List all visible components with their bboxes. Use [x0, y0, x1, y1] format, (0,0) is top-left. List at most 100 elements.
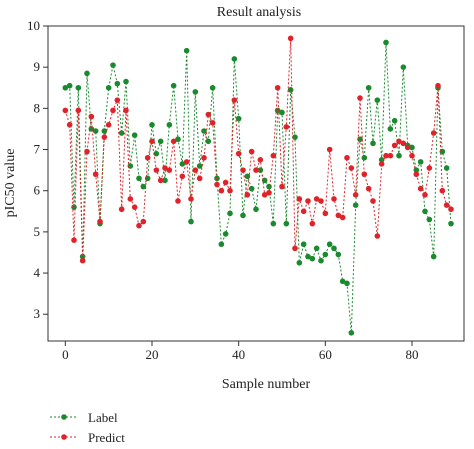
x-tick-label: 20: [146, 347, 159, 362]
data-point-predict: [352, 192, 359, 198]
data-point-predict: [430, 130, 437, 136]
data-point-label: [66, 82, 73, 89]
data-point-label: [292, 134, 298, 140]
data-point-predict: [357, 95, 363, 101]
data-point-label: [430, 253, 437, 260]
y-tick-label: 3: [34, 306, 41, 321]
data-point-label: [326, 241, 333, 248]
data-point-label: [417, 159, 424, 165]
data-point-predict: [101, 134, 108, 140]
data-point-label: [75, 84, 82, 91]
data-point-predict: [84, 148, 90, 155]
legend-label-label: Label: [88, 410, 118, 425]
data-point-label: [110, 62, 116, 68]
data-point-label: [400, 64, 407, 70]
data-point-predict: [313, 196, 320, 202]
data-point-label: [305, 253, 311, 260]
data-point-label: [318, 257, 324, 264]
data-point-predict: [222, 179, 229, 186]
data-point-predict: [183, 159, 190, 165]
data-point-predict: [201, 154, 207, 161]
data-point-label: [383, 39, 389, 46]
data-point-predict: [227, 187, 233, 194]
data-point-predict: [136, 222, 142, 229]
data-point-predict: [92, 171, 99, 178]
data-point-label: [396, 152, 402, 159]
data-point-predict: [231, 97, 238, 103]
data-point-predict: [131, 204, 138, 210]
data-point-label: [166, 122, 173, 128]
data-point-label: [409, 144, 415, 151]
data-point-label: [196, 163, 203, 169]
data-point-label: [140, 183, 147, 190]
data-point-label: [300, 241, 307, 248]
data-point-predict: [374, 233, 381, 239]
data-point-predict: [318, 198, 324, 204]
data-point-predict: [283, 124, 290, 130]
data-point-label: [313, 245, 320, 252]
data-point-predict: [422, 192, 428, 198]
data-point-label: [339, 278, 346, 285]
legend: Label Predict: [50, 410, 125, 445]
data-point-predict: [387, 152, 394, 159]
data-point-predict: [209, 119, 216, 126]
data-point-label: [179, 161, 186, 167]
data-point-label: [348, 329, 355, 336]
data-point-label: [71, 204, 77, 210]
data-point-label: [261, 177, 268, 184]
data-point-label: [231, 56, 238, 62]
data-point-label: [279, 109, 285, 116]
data-point-label: [374, 97, 381, 103]
data-point-predict: [88, 113, 95, 120]
data-point-label: [84, 70, 90, 77]
data-point-predict: [261, 192, 268, 198]
data-point-label: [270, 220, 277, 227]
y-tick-label: 9: [34, 59, 41, 74]
data-point-label: [149, 122, 155, 128]
data-point-predict: [300, 208, 307, 215]
chart-title: Result analysis: [217, 5, 301, 20]
data-point-predict: [140, 218, 147, 225]
data-point-predict: [157, 177, 164, 184]
y-axis-label: pIC50 value: [3, 149, 18, 218]
data-point-predict: [105, 122, 112, 128]
data-point-predict: [179, 173, 186, 180]
data-point-predict: [62, 107, 69, 114]
data-point-predict: [335, 212, 342, 219]
data-point-label: [209, 84, 216, 91]
data-point-label: [79, 253, 86, 260]
series-line-predict: [64, 38, 452, 261]
data-point-label: [443, 165, 450, 171]
data-point-label: [162, 177, 168, 184]
data-point-predict: [166, 167, 173, 173]
data-point-label: [422, 208, 428, 215]
data-point-predict: [413, 171, 420, 178]
data-point-label: [131, 132, 138, 138]
data-point-predict: [383, 152, 389, 159]
y-axis: 3 4 5 6 7 8 9 10: [27, 18, 48, 321]
y-tick-label: 10: [27, 18, 40, 33]
data-point-predict: [365, 185, 372, 192]
legend-marker-predict: [61, 434, 67, 440]
data-point-label: [105, 84, 112, 91]
data-point-predict: [322, 210, 329, 217]
data-point-label: [391, 117, 398, 124]
data-point-label: [426, 216, 433, 223]
data-point-label: [218, 241, 225, 248]
data-point-predict: [287, 35, 294, 42]
data-point-label: [175, 136, 181, 143]
data-point-predict: [188, 196, 194, 202]
data-point-predict: [296, 196, 303, 202]
data-point-predict: [170, 138, 177, 145]
data-point-predict: [404, 144, 411, 151]
data-point-label: [413, 167, 420, 173]
data-point-label: [183, 47, 190, 54]
y-tick-label: 7: [34, 142, 41, 157]
data-point-predict: [426, 165, 433, 171]
x-tick-label: 40: [232, 347, 245, 362]
x-axis-label: Sample number: [222, 377, 311, 392]
data-point-predict: [270, 152, 277, 159]
data-point-predict: [305, 198, 311, 204]
data-point-label: [331, 245, 337, 252]
